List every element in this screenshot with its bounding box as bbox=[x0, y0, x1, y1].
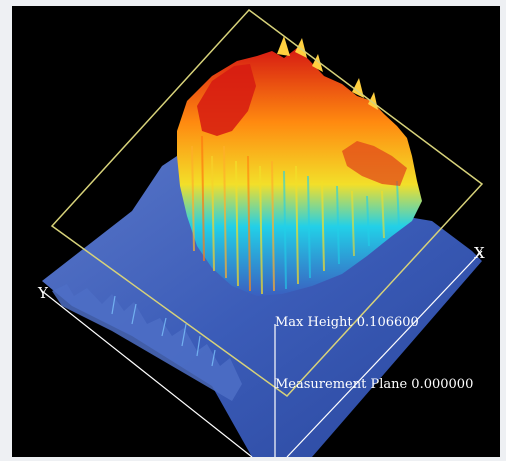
peak-region bbox=[197, 64, 256, 136]
peak-region-right bbox=[342, 141, 407, 186]
base-box-right-edge bbox=[286, 250, 483, 457]
reference-plane-outline bbox=[50, 8, 484, 397]
measurement-plane-readout: Measurement Plane 0.000000 bbox=[275, 377, 473, 392]
base-spikes-left bbox=[52, 284, 242, 401]
base-highlights bbox=[111, 295, 216, 367]
max-height-readout: Max Height 0.106600 bbox=[275, 315, 419, 330]
y-axis-label: Y bbox=[37, 284, 49, 302]
surface-plot-view: X Y Max Height 0.106600 Measurement Plan… bbox=[12, 6, 500, 457]
base-box-outline bbox=[41, 290, 253, 457]
cliff-streaks bbox=[191, 135, 400, 295]
surface-plot: X Y Max Height 0.106600 Measurement Plan… bbox=[37, 8, 485, 457]
x-axis-label: X bbox=[474, 244, 485, 262]
